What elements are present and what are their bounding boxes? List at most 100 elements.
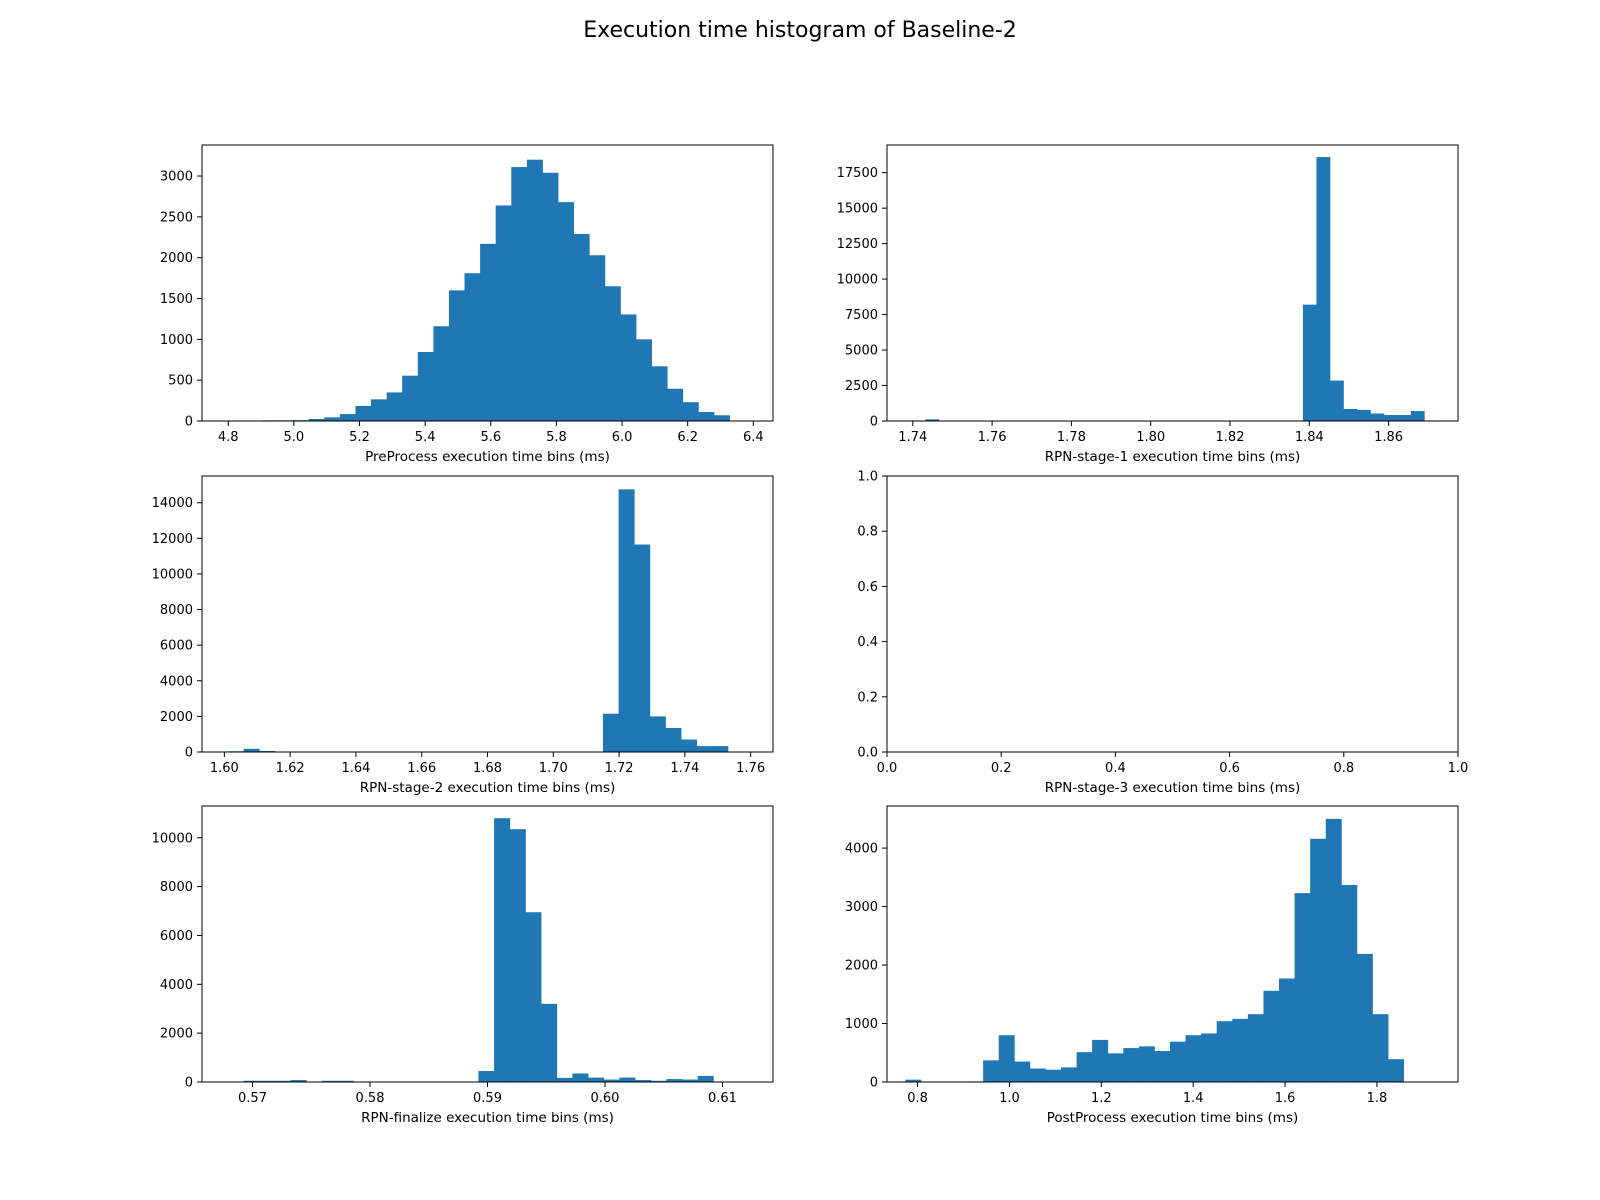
y-tick-label: 1000 (160, 333, 193, 348)
x-tick-label: 1.68 (473, 761, 502, 776)
histogram-bar (355, 405, 372, 421)
histogram-bar (681, 739, 698, 752)
histogram-bar (464, 273, 481, 421)
histogram-bar (324, 417, 341, 421)
histogram-bar (1397, 415, 1412, 421)
histogram-bar (650, 1080, 667, 1082)
histogram-bar (905, 1079, 922, 1082)
histogram-bar (1383, 415, 1398, 421)
histogram-bar (1092, 1039, 1109, 1082)
y-tick-label: 2000 (160, 710, 193, 725)
histogram-bar (666, 1079, 683, 1082)
x-tick-label: 0.61 (708, 1091, 737, 1106)
x-tick-label: 1.86 (1374, 430, 1403, 445)
histogram-bar (526, 159, 543, 421)
histogram-bar (634, 544, 651, 752)
y-tick-label: 0.6 (857, 580, 878, 595)
histogram-bar (619, 1077, 636, 1082)
x-axis-label: PreProcess execution time bins (ms) (365, 449, 610, 465)
x-tick-label: 0.4 (1105, 761, 1126, 776)
histogram-bar (478, 1071, 495, 1082)
y-tick-label: 0 (870, 415, 878, 430)
y-tick-label: 0.4 (857, 635, 878, 650)
histogram-bar (698, 412, 715, 421)
y-tick-label: 0 (185, 415, 193, 430)
x-tick-label: 1.70 (539, 761, 568, 776)
histogram-bar (635, 339, 652, 421)
histogram-bar (495, 205, 512, 421)
x-axis-label: RPN-stage-2 execution time bins (ms) (360, 780, 616, 796)
x-tick-label: 1.74 (898, 430, 927, 445)
histogram-bar (290, 1080, 307, 1082)
histogram-bar (667, 388, 684, 421)
y-tick-label: 0 (185, 746, 193, 761)
histogram-bar (998, 1035, 1015, 1082)
histogram-bar (682, 1079, 699, 1082)
histogram-bar (1029, 1068, 1046, 1082)
histogram-bar (635, 1080, 652, 1082)
y-tick-label: 3000 (845, 900, 878, 915)
histogram-bar (602, 713, 619, 752)
x-tick-label: 1.4 (1183, 1091, 1204, 1106)
histogram-bar (620, 314, 637, 421)
histogram-bar (1294, 893, 1311, 1082)
x-axis-label: PostProcess execution time bins (ms) (1047, 1110, 1299, 1126)
histogram-bar (712, 746, 729, 752)
y-tick-label: 17500 (837, 166, 878, 181)
histogram-bar (1372, 1014, 1389, 1082)
histogram-bar (1216, 1021, 1233, 1082)
histogram-bar (572, 1073, 589, 1082)
subplot-1: 4.8 5.0 5.2 5.4 5.6 5.8 6.0 6.2 6.4 0 500 1000 1500 2… (160, 144, 774, 465)
histogram-bar (604, 286, 621, 421)
x-axis-label: RPN-finalize execution time bins (ms) (361, 1110, 614, 1126)
x-tick-label: 0.6 (1219, 761, 1240, 776)
y-tick-label: 2000 (160, 1027, 193, 1042)
histogram-bar (1045, 1069, 1062, 1082)
subplot-4: 0.0 0.2 0.4 0.6 0.8 1.0 0.0 0.2 0.4 0.6 0.8 1.0 RPN-… (857, 470, 1468, 797)
histogram-bar (417, 352, 434, 421)
histogram-bar (1247, 1014, 1264, 1082)
histogram-bar (259, 750, 276, 752)
histogram-bar (589, 255, 606, 421)
histogram-bar (1061, 1067, 1077, 1082)
histogram-bar (402, 375, 419, 421)
histogram-bar (1302, 304, 1317, 421)
y-tick-label: 4000 (160, 978, 193, 993)
histogram-bar (509, 829, 526, 1082)
x-tick-label: 1.76 (736, 761, 765, 776)
x-tick-label: 1.78 (1057, 430, 1086, 445)
histogram-bar (243, 1080, 260, 1082)
histogram-bar (1356, 409, 1371, 421)
x-tick-label: 6.0 (612, 430, 633, 445)
y-tick-label: 0 (870, 1076, 878, 1091)
histogram-bar (1310, 838, 1327, 1082)
y-tick-label: 4000 (845, 842, 878, 857)
histogram-bar (1138, 1046, 1155, 1082)
x-tick-label: 4.8 (218, 430, 239, 445)
histogram-bar (1316, 157, 1331, 421)
x-tick-label: 1.0 (1448, 761, 1469, 776)
x-tick-label: 1.0 (999, 1091, 1020, 1106)
x-tick-label: 0.8 (907, 1091, 928, 1106)
histogram-bar (1410, 411, 1425, 421)
x-tick-label: 1.84 (1295, 430, 1324, 445)
y-tick-label: 10000 (152, 831, 193, 846)
histogram-bar (480, 243, 497, 421)
y-tick-label: 1.0 (857, 470, 878, 485)
histogram-bar (371, 399, 387, 421)
histogram-bar (682, 402, 699, 421)
histogram-bar (1370, 413, 1385, 421)
histogram-bar (308, 418, 325, 421)
histogram-bar (713, 415, 730, 421)
x-tick-label: 0.0 (877, 761, 898, 776)
histogram-bar (1388, 1059, 1405, 1082)
histogram-bar (1263, 990, 1280, 1082)
histogram-bar (259, 1080, 276, 1082)
y-tick-label: 7500 (845, 308, 878, 323)
subplot-3: 1.60 1.62 1.64 1.66 1.68 1.70 1.72 1.74 1.76 0 200… (152, 475, 774, 796)
y-tick-label: 0.8 (857, 525, 878, 540)
x-tick-label: 6.4 (743, 430, 764, 445)
y-tick-label: 0.0 (857, 746, 878, 761)
y-tick-label: 14000 (152, 496, 193, 511)
histogram-bar (697, 1075, 714, 1082)
